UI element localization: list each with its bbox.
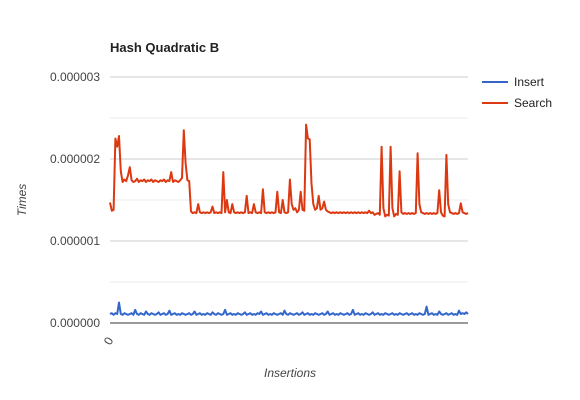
legend-label-search: Search	[514, 96, 552, 110]
chart-title: Hash Quadratic B	[110, 40, 219, 55]
y-axis-label: Times	[15, 184, 29, 217]
series-line-insert	[109, 301, 469, 316]
y-tick-label: 0.000003	[50, 70, 100, 84]
legend-label-insert: Insert	[514, 75, 545, 89]
series-lines	[109, 123, 469, 316]
x-axis-label: Insertions	[264, 366, 316, 380]
y-tick-labels: 0.000000 0.000001 0.000002 0.000003	[50, 70, 100, 330]
legend: Insert Search	[482, 75, 552, 110]
series-line-search	[109, 123, 469, 218]
y-tick-label: 0.000001	[50, 234, 100, 248]
y-tick-label: 0.000000	[50, 316, 100, 330]
x-tick-label: 0	[101, 334, 117, 347]
y-tick-label: 0.000002	[50, 152, 100, 166]
